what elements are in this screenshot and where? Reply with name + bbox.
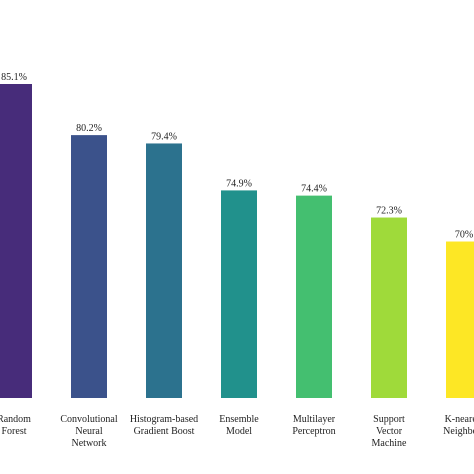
category-label-6: K-nearestNeighbors bbox=[443, 414, 474, 437]
value-label-2: 79.4% bbox=[151, 131, 177, 142]
category-label-line: Perceptron bbox=[292, 426, 335, 437]
category-label-line: Machine bbox=[372, 438, 408, 449]
category-label-4: Multilayer Perceptron bbox=[292, 414, 335, 437]
value-label-5: 72.3% bbox=[376, 206, 402, 217]
category-label-2: Histogram-based Gradient Boost bbox=[130, 414, 198, 437]
bar-2 bbox=[146, 143, 182, 398]
bar-4 bbox=[296, 195, 332, 398]
category-label-3: Ensemble Model bbox=[219, 414, 259, 437]
category-label-line: Random bbox=[0, 414, 31, 425]
bar-0 bbox=[0, 84, 32, 398]
category-label-line: Support bbox=[373, 414, 405, 425]
value-labels-layer: 85.1% 80.2% 79.4% 74.9% 74.4% 72.3% 70% bbox=[1, 72, 473, 241]
category-label-line: Model bbox=[226, 426, 252, 437]
bar-1 bbox=[71, 135, 107, 398]
category-label-line: Neighbors bbox=[443, 426, 474, 437]
value-label-3: 74.9% bbox=[226, 178, 252, 189]
category-label-line: Forest bbox=[2, 426, 27, 437]
value-label-6: 70% bbox=[455, 230, 473, 241]
bar-6 bbox=[446, 241, 474, 398]
category-label-line: Neural bbox=[75, 426, 102, 437]
category-label-line: Vector bbox=[376, 426, 403, 437]
category-label-line: Gradient Boost bbox=[134, 426, 195, 437]
bar-5 bbox=[371, 217, 407, 398]
value-label-4: 74.4% bbox=[301, 184, 327, 195]
category-labels-layer: Random Forest Convolutional Neural Network Hi… bbox=[0, 414, 474, 449]
bar-3 bbox=[221, 190, 257, 398]
category-label-line: Network bbox=[72, 438, 107, 449]
category-label-1: Convolutional Neural Network bbox=[60, 414, 117, 449]
bars-layer bbox=[0, 84, 474, 398]
category-label-5: Support Vector Machine bbox=[372, 414, 408, 449]
category-label-line: Multilayer bbox=[293, 414, 336, 425]
category-label-line: Convolutional bbox=[60, 414, 117, 425]
value-label-0: 85.1% bbox=[1, 72, 27, 83]
category-label-line: K-nearest bbox=[445, 414, 474, 425]
value-label-1: 80.2% bbox=[76, 123, 102, 134]
category-label-line: Histogram-based bbox=[130, 414, 198, 425]
category-label-0: Random Forest bbox=[0, 414, 31, 437]
category-label-line: Ensemble bbox=[219, 414, 259, 425]
